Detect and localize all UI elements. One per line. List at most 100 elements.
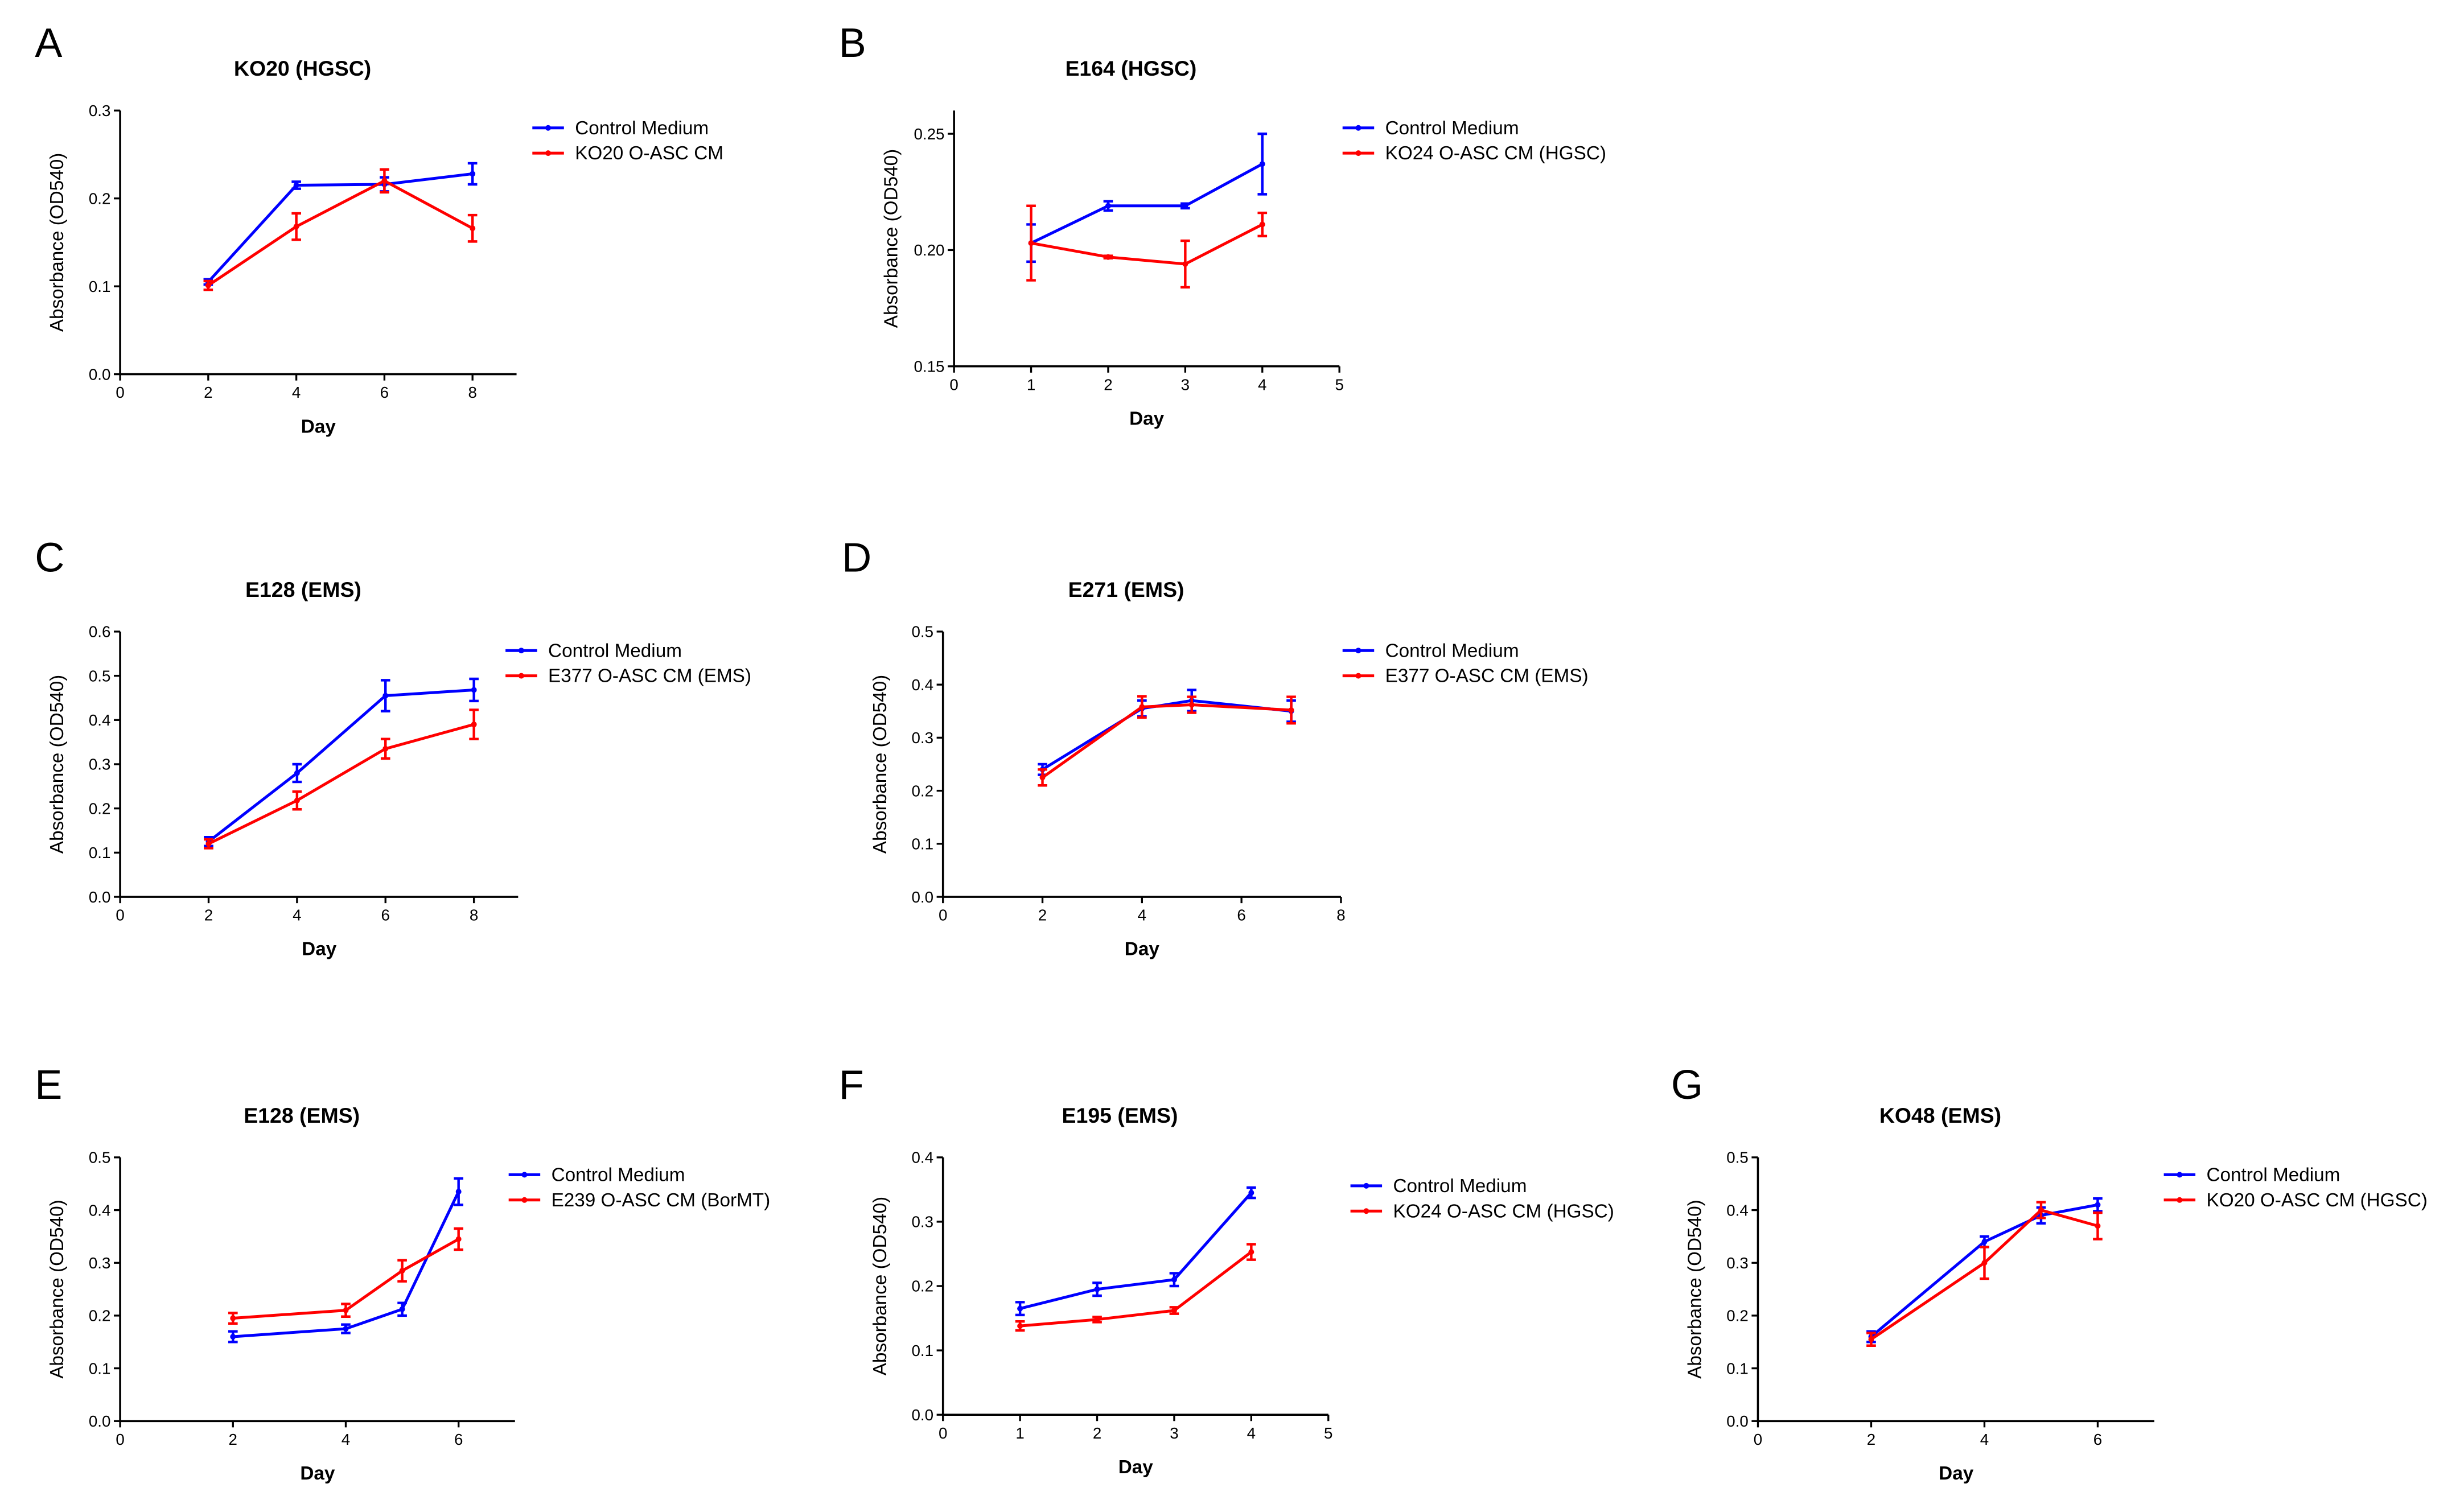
y-tick-label: 0.5 [912,623,934,641]
legend-marker [2177,1172,2183,1178]
data-point [382,693,389,699]
y-tick-label: 0.5 [89,1149,111,1167]
y-tick-label: 0.1 [89,278,111,295]
data-point [1259,221,1265,228]
data-point [1017,1323,1023,1329]
data-point [2038,1207,2044,1213]
y-tick-label: 0.20 [914,241,945,259]
legend-label: E377 O-ASC CM (EMS) [548,666,751,687]
series-line [1870,1208,2099,1341]
data-point [382,745,389,752]
legend-marker [521,1197,528,1203]
y-tick-label: 0.5 [89,667,111,685]
x-axis-label: Day [1939,1463,1974,1484]
y-tick-label: 0.25 [914,125,945,143]
chart-title: E271 (EMS) [1068,578,1184,601]
x-tick-label: 4 [342,1431,350,1448]
x-tick-label: 5 [1324,1424,1332,1442]
y-tick-label: 0.2 [89,189,111,207]
series-line [1042,703,1291,779]
y-tick-label: 0.15 [914,357,945,375]
data-point [1981,1239,1988,1245]
x-tick-label: 3 [1170,1424,1178,1442]
x-tick-label: 0 [116,384,124,401]
data-point [293,182,299,188]
x-tick-label: 5 [1335,376,1343,393]
x-tick-label: 0 [116,906,124,924]
data-point [470,225,476,232]
x-tick-label: 0 [949,376,958,393]
legend-label: Control Medium [552,1165,685,1186]
y-tick-label: 0.4 [912,676,934,694]
data-point [1248,1249,1254,1255]
x-tick-label: 0 [116,1431,124,1448]
data-point [1259,161,1265,167]
data-point [1171,1307,1177,1313]
data-point [343,1307,349,1313]
data-point [1094,1316,1100,1322]
x-tick-label: 8 [470,906,478,924]
x-tick-label: 2 [1104,376,1112,393]
data-point [1105,203,1111,209]
legend-marker [521,1172,528,1178]
x-tick-label: 4 [1247,1424,1256,1442]
y-tick-label: 0.2 [1726,1307,1749,1325]
legend-label: Control Medium [548,640,682,661]
legend-marker [518,673,524,679]
data-point [205,840,212,847]
panel-letter: A [35,20,62,66]
chart-panel: B E164 (HGSC) 0.15 0.20 0.25 0 1 2 3 4 5 Day Absorba… [839,20,1606,430]
chart-title: KO20 (HGSC) [234,56,371,80]
series-line [208,723,475,846]
legend-label: Control Medium [1385,640,1519,661]
chart-panel: F E195 (EMS) 0.0 0.1 0.2 0.3 0.4 0 1 2 3 4 5 Day Absor… [839,1062,1614,1478]
y-tick-label: 0.6 [89,623,111,641]
data-point [1288,707,1294,713]
y-tick-label: 0.1 [912,835,934,853]
legend-marker [1355,125,1361,131]
panel-letter: F [839,1062,864,1108]
x-axis-label: Day [1118,1457,1154,1478]
panel-letter: B [839,20,866,66]
legend-label: Control Medium [1385,118,1519,139]
x-tick-label: 0 [1754,1431,1762,1448]
x-axis-label: Day [1129,408,1165,429]
legend-label: E377 O-ASC CM (EMS) [1385,666,1589,687]
data-point [2095,1223,2101,1229]
legend-marker [1363,1182,1369,1189]
y-tick-label: 0.0 [1726,1412,1749,1430]
series-line [233,1191,460,1338]
y-tick-label: 0.3 [89,756,111,773]
y-axis-label: Absorbance (OD540) [47,153,68,332]
x-tick-label: 0 [939,1424,947,1442]
chart-panel: G KO48 (EMS) 0.0 0.1 0.2 0.3 0.4 0.5 0 2 4 6 Day Abso… [1671,1062,2428,1484]
chart-panel: A KO20 (HGSC) 0.0 0.1 0.2 0.3 0 2 4 6 8 Day Absorban… [35,20,723,437]
x-tick-label: 2 [1867,1431,1875,1448]
x-tick-label: 2 [229,1431,237,1448]
y-axis-label: Absorbance (OD540) [47,1200,68,1378]
x-axis-label: Day [300,1463,335,1484]
legend-label: E239 O-ASC CM (BorMT) [552,1190,771,1211]
x-tick-label: 2 [1093,1424,1101,1442]
y-tick-label: 0.4 [89,711,111,729]
legend-marker [1363,1208,1369,1214]
series-line [207,172,473,283]
legend-label: KO20 O-ASC CM (HGSC) [2207,1190,2428,1211]
y-tick-label: 0.0 [912,1406,934,1424]
series-line [1042,699,1291,771]
data-point [455,1236,462,1242]
y-axis-label: Absorbance (OD540) [881,149,902,328]
x-tick-label: 8 [468,384,476,401]
series-line [1031,223,1263,266]
y-axis-label: Absorbance (OD540) [870,675,891,854]
y-tick-label: 0.3 [912,729,934,747]
chart-title: E128 (EMS) [245,578,361,601]
y-tick-label: 0.0 [89,1412,111,1430]
data-point [1248,1190,1254,1196]
series-line [207,688,474,843]
x-tick-label: 0 [939,906,947,924]
x-tick-label: 4 [1980,1431,1989,1448]
panel-letter: C [35,535,64,580]
x-tick-label: 4 [292,384,301,401]
legend-marker [1355,150,1361,156]
